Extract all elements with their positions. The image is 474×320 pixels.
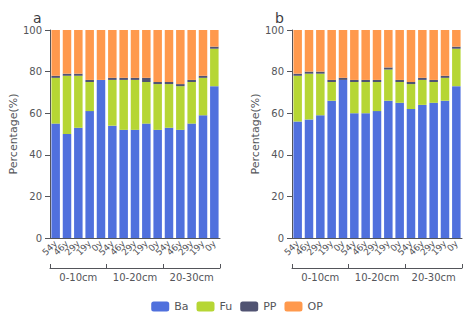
svg-text:19y: 19y	[131, 238, 150, 258]
svg-text:54y: 54y	[395, 238, 415, 258]
svg-text:29y: 29y	[418, 238, 438, 258]
svg-text:29y: 29y	[119, 238, 139, 258]
svg-text:0-10cm: 0-10cm	[301, 272, 339, 283]
svg-text:0: 0	[278, 233, 284, 244]
svg-text:46y: 46y	[165, 238, 184, 258]
svg-text:40: 40	[29, 149, 42, 160]
svg-text:0y: 0y	[203, 238, 218, 253]
svg-text:10-20cm: 10-20cm	[113, 272, 157, 283]
svg-text:29y: 29y	[305, 238, 324, 258]
svg-text:0y: 0y	[445, 238, 460, 253]
svg-text:19y: 19y	[316, 238, 336, 258]
svg-text:46y: 46y	[407, 238, 426, 258]
svg-text:Ba: Ba	[174, 300, 188, 313]
svg-text:0y: 0y	[331, 238, 347, 254]
svg-text:54y: 54y	[97, 238, 116, 258]
svg-text:Percentage(%): Percentage(%)	[249, 94, 262, 175]
svg-text:20-30cm: 20-30cm	[170, 272, 214, 283]
svg-text:54y: 54y	[339, 238, 358, 258]
svg-text:46y: 46y	[350, 238, 370, 258]
svg-text:0: 0	[36, 233, 42, 244]
svg-text:19y: 19y	[74, 238, 94, 258]
svg-text:PP: PP	[263, 300, 277, 313]
svg-text:0y: 0y	[146, 238, 162, 254]
svg-text:54y: 54y	[40, 238, 60, 258]
svg-text:0-10cm: 0-10cm	[59, 272, 97, 283]
svg-text:46y: 46y	[108, 238, 128, 258]
svg-text:Percentage(%): Percentage(%)	[7, 94, 20, 175]
svg-text:b: b	[275, 10, 284, 26]
svg-text:46y: 46y	[293, 238, 313, 258]
svg-text:54y: 54y	[153, 238, 173, 258]
svg-text:a: a	[33, 10, 42, 26]
svg-text:19y: 19y	[429, 238, 449, 258]
svg-text:0y: 0y	[89, 238, 105, 254]
svg-text:29y: 29y	[361, 238, 381, 258]
svg-text:100: 100	[23, 25, 42, 36]
svg-text:19y: 19y	[373, 238, 392, 258]
svg-text:40: 40	[271, 149, 284, 160]
svg-text:19y: 19y	[187, 238, 207, 258]
svg-text:46y: 46y	[51, 238, 71, 258]
svg-text:20-30cm: 20-30cm	[412, 272, 456, 283]
svg-text:60: 60	[29, 108, 42, 119]
svg-text:80: 80	[29, 66, 42, 77]
svg-text:60: 60	[271, 108, 284, 119]
svg-text:29y: 29y	[176, 238, 196, 258]
svg-text:54y: 54y	[282, 238, 302, 258]
svg-text:10-20cm: 10-20cm	[355, 272, 399, 283]
svg-text:20: 20	[271, 191, 284, 202]
svg-text:100: 100	[265, 25, 284, 36]
svg-text:Fu: Fu	[220, 300, 233, 313]
svg-text:OP: OP	[307, 300, 323, 313]
svg-text:0y: 0y	[388, 238, 404, 254]
svg-text:20: 20	[29, 191, 42, 202]
svg-text:80: 80	[271, 66, 284, 77]
svg-text:29y: 29y	[63, 238, 82, 258]
